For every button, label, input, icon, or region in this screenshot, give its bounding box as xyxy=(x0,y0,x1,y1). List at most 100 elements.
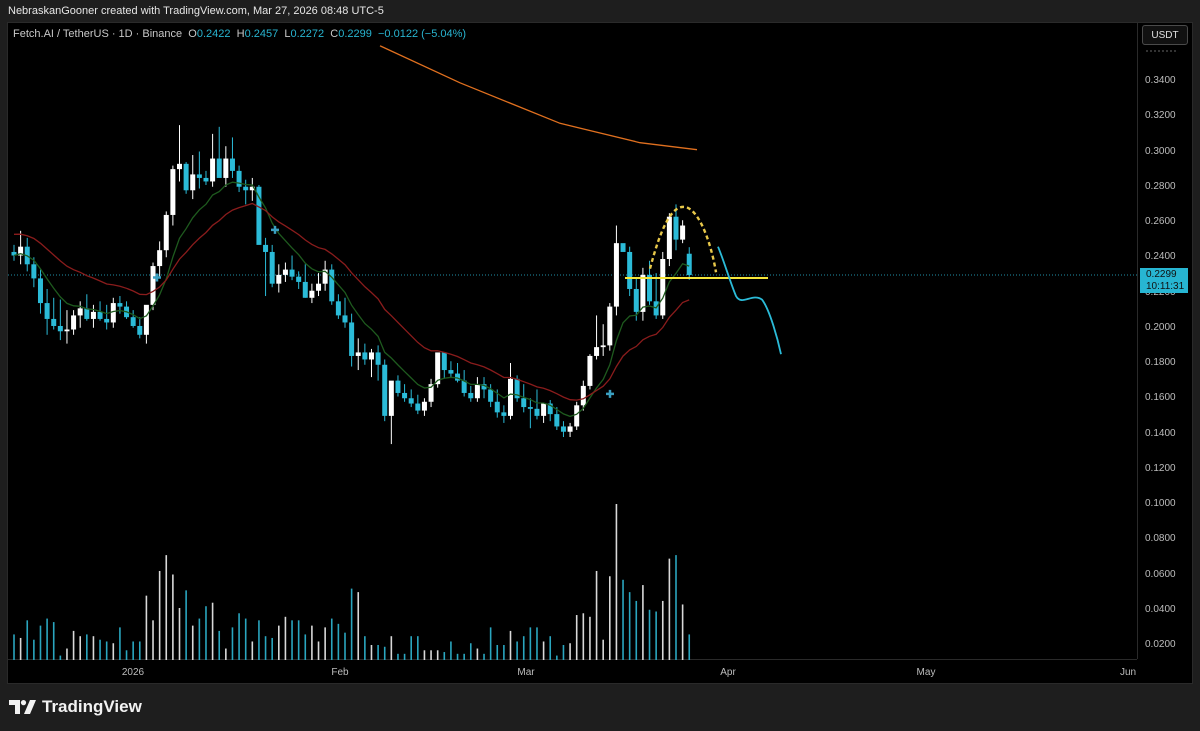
candle-body xyxy=(177,163,182,170)
candle-body xyxy=(196,174,202,178)
candle-body xyxy=(44,303,50,319)
candle-body xyxy=(269,251,275,284)
ema-mid-line xyxy=(13,202,690,401)
candle-body xyxy=(673,216,679,240)
candle-body xyxy=(223,158,229,178)
price-tick: 0.3400 xyxy=(1145,75,1176,86)
candle-body xyxy=(349,322,355,356)
candle-body xyxy=(567,426,573,432)
candle-body xyxy=(51,318,57,326)
candle-body xyxy=(640,274,646,312)
candle-body xyxy=(560,426,566,432)
change-value: −0.0122 (−5.04%) xyxy=(378,28,467,40)
candle-body xyxy=(375,352,381,365)
candle-body xyxy=(236,170,242,187)
candle-body xyxy=(210,158,216,182)
candle-body xyxy=(541,403,547,416)
candle-body xyxy=(415,403,421,411)
time-tick: Apr xyxy=(720,667,736,678)
candle-body xyxy=(574,405,580,427)
footer xyxy=(0,684,1200,731)
price-tick: 0.3000 xyxy=(1145,145,1176,157)
candle-body xyxy=(190,174,196,191)
projection-path xyxy=(717,246,782,355)
price-tick: 0.0400 xyxy=(1145,603,1176,615)
cross-marker-icon xyxy=(606,389,614,398)
time-tick: May xyxy=(916,667,936,678)
time-tick: Feb xyxy=(331,667,349,678)
candle-body xyxy=(335,301,341,316)
time-axis[interactable] xyxy=(8,659,1137,684)
price-tick: 0.0600 xyxy=(1145,568,1176,580)
symbol-title[interactable]: Fetch.AI / TetherUS · 1D · Binance xyxy=(13,28,183,40)
price-tick: 0.0800 xyxy=(1145,533,1176,545)
ema-short-line xyxy=(13,181,690,418)
price-tick: 0.2000 xyxy=(1145,321,1176,333)
last-price-value: 0.2299 xyxy=(1146,269,1177,280)
candle-body xyxy=(322,269,328,284)
candle-body xyxy=(130,317,136,326)
candle-body xyxy=(620,243,626,252)
candle-body xyxy=(455,373,461,381)
candle-body xyxy=(316,283,322,291)
candle-body xyxy=(660,259,666,316)
last-price-label: 0.2299 10:11:31 xyxy=(1140,268,1188,293)
candle-body xyxy=(435,352,441,385)
close-label: C xyxy=(330,28,339,40)
cross-marker-icon xyxy=(271,225,279,234)
price-tick: 0.1000 xyxy=(1145,498,1176,509)
candle-body xyxy=(104,318,110,323)
candle-body xyxy=(554,414,560,427)
candle-body xyxy=(355,352,361,356)
candle-body xyxy=(501,412,507,416)
candle-body xyxy=(468,392,474,399)
candle-body xyxy=(203,177,209,182)
ema-long-line xyxy=(379,45,698,151)
candle-body xyxy=(150,266,156,305)
candle-body xyxy=(249,186,255,191)
candle-body xyxy=(508,378,513,416)
attribution-text: NebraskanGooner created with TradingView… xyxy=(8,5,384,17)
candle-body xyxy=(607,306,613,346)
candle-body xyxy=(137,325,143,335)
bar-countdown: 10:11:31 xyxy=(1146,281,1185,292)
high-label: H xyxy=(236,28,245,40)
candle-body xyxy=(77,308,83,316)
candle-body xyxy=(395,380,401,393)
price-tick: 0.1200 xyxy=(1145,462,1176,474)
tradingview-logo-icon xyxy=(9,700,36,714)
candle-body xyxy=(514,378,520,399)
candle-body xyxy=(110,303,116,323)
time-tick: 2026 xyxy=(121,667,145,678)
candle-body xyxy=(481,384,487,390)
candle-body xyxy=(402,392,408,399)
candle-body xyxy=(243,186,249,191)
candle-body xyxy=(362,352,368,360)
candle-body xyxy=(18,246,24,256)
high-value: 0.2457 xyxy=(244,28,279,40)
rounded-top-arc xyxy=(648,205,718,273)
candle-body xyxy=(143,304,149,335)
candle-body xyxy=(157,250,163,267)
price-axis[interactable] xyxy=(1137,22,1194,659)
cross-marker-icon xyxy=(153,273,161,282)
candle-body xyxy=(296,276,302,282)
price-tick: 0.1800 xyxy=(1145,357,1176,368)
candle-body xyxy=(488,389,494,402)
candle-body xyxy=(448,370,454,374)
candle-body xyxy=(600,345,606,348)
tradingview-logo[interactable]: TradingView xyxy=(9,697,142,717)
candle-body xyxy=(647,274,653,302)
candle-body xyxy=(302,281,308,298)
price-tick: 0.1400 xyxy=(1145,427,1176,439)
candle-body xyxy=(183,163,189,191)
candle-body xyxy=(382,364,388,416)
currency-button[interactable]: USDT xyxy=(1142,25,1188,45)
candle-body xyxy=(71,315,77,330)
candle-body xyxy=(282,269,288,275)
open-label: O xyxy=(188,28,197,40)
price-tick: 0.1600 xyxy=(1145,392,1176,404)
candle-body xyxy=(31,264,37,279)
candle-body xyxy=(329,269,335,302)
